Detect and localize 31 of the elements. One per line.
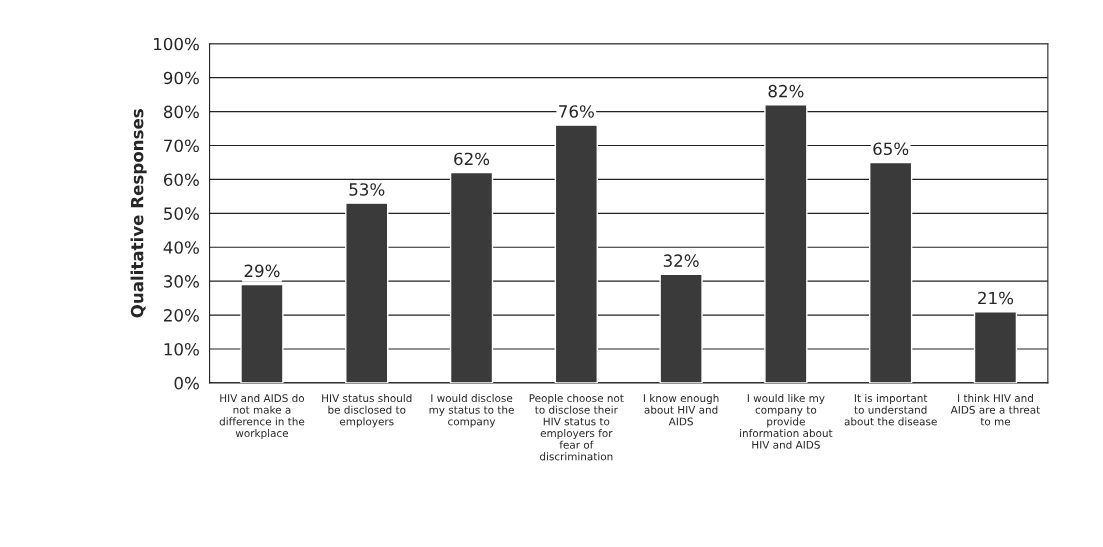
x-tick-label: HIV status should be disclosed to employers: [322, 394, 412, 428]
y-tick-label: 70%: [164, 139, 199, 153]
x-tick-label: I know enough about HIV and AIDS: [643, 394, 719, 426]
x-tick-label: It is important to understand about the disease: [844, 394, 937, 426]
data-label: 29%: [244, 264, 280, 278]
y-tick-label: 20%: [164, 309, 199, 322]
x-tick-label: I would like my company to provide information about HIV and AIDS: [740, 394, 833, 449]
x-tick-label: I think HIV and AIDS are a threat to me: [950, 394, 1041, 426]
y-tick-label: 80%: [163, 105, 199, 119]
data-label: 32%: [663, 254, 699, 267]
data-label: 53%: [349, 183, 385, 196]
data-label: 82%: [768, 84, 804, 98]
data-label: 21%: [978, 291, 1014, 305]
data-label: 76%: [559, 105, 594, 118]
y-tick-label: 50%: [164, 207, 199, 220]
x-tick-label: People choose not to disclose their HIV status to employers for fear of discrimination: [529, 394, 624, 461]
data-label: 65%: [873, 142, 909, 156]
y-tick-label: 0%: [174, 376, 199, 390]
x-tick-label: HIV and AIDS do not make a difference in the workplace: [219, 394, 305, 440]
x-tick-label: I would disclose my status to the company: [429, 394, 514, 428]
y-tick-label: 40%: [163, 241, 199, 254]
y-tick-label: 60%: [163, 173, 199, 186]
bar: [764, 104, 808, 383]
y-tick-label: 100%: [154, 37, 199, 51]
bar: [869, 161, 913, 383]
y-tick-label: 10%: [164, 342, 199, 356]
y-axis-title: Qualitative Responses: [130, 109, 147, 318]
data-label: 62%: [454, 152, 490, 166]
bar: [554, 124, 598, 383]
y-tick-label: 30%: [164, 275, 199, 288]
y-tick-label: 90%: [163, 71, 199, 85]
